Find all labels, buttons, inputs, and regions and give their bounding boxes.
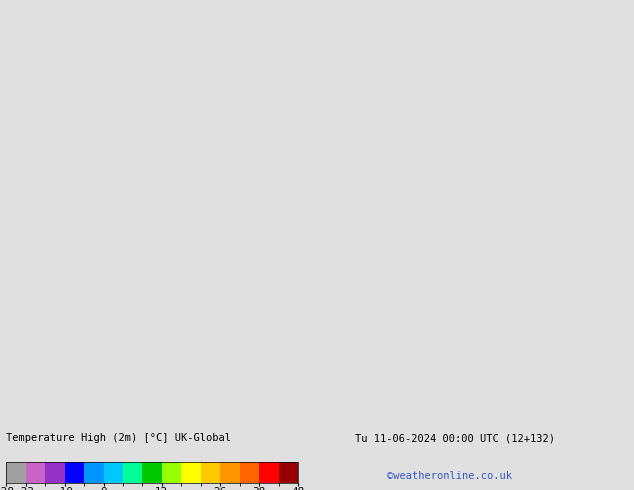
Text: ©weatheronline.co.uk: ©weatheronline.co.uk [387,471,512,481]
Text: Temperature High (2m) [°C] UK-Global: Temperature High (2m) [°C] UK-Global [6,434,231,443]
Text: Tu 11-06-2024 00:00 UTC (12+132): Tu 11-06-2024 00:00 UTC (12+132) [355,434,555,443]
